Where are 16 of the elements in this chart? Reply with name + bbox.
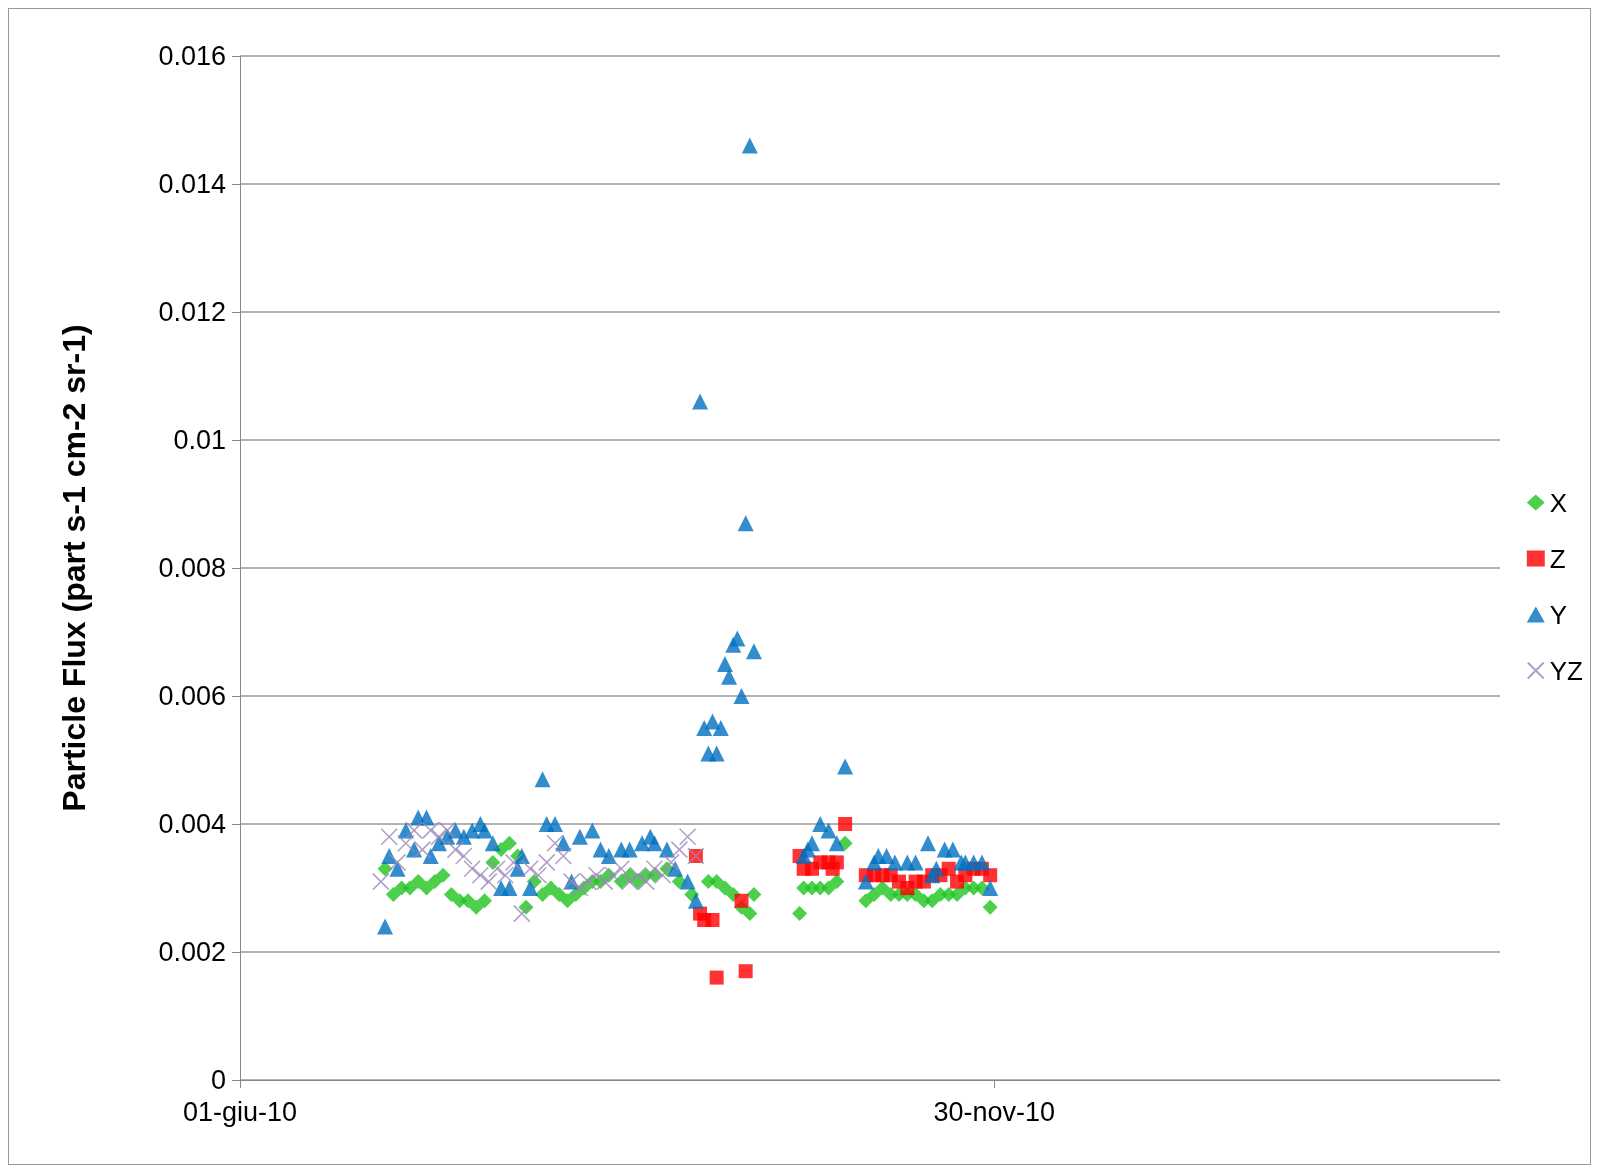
y-axis-title: Particle Flux (part s-1 cm-2 sr-1) xyxy=(56,324,92,812)
x-tick-label: 01-giu-10 xyxy=(182,1096,298,1127)
y-tick-label: 0.008 xyxy=(158,553,226,583)
legend-label: X xyxy=(1549,487,1568,518)
y-tick-label: 0.006 xyxy=(158,681,226,711)
y-tick-label: 0.012 xyxy=(158,297,226,327)
y-tick-label: 0.014 xyxy=(158,169,226,199)
y-tick-label: 0.01 xyxy=(173,425,226,455)
y-tick-label: 0.002 xyxy=(158,937,226,967)
legend-label: Z xyxy=(1549,543,1566,574)
legend-label: YZ xyxy=(1549,655,1584,686)
y-tick-label: 0.016 xyxy=(158,41,226,71)
x-tick-label: 30-nov-10 xyxy=(933,1096,1056,1127)
y-tick-label: 0.004 xyxy=(158,809,226,839)
legend-label: Y xyxy=(1549,599,1568,630)
y-tick-label: 0 xyxy=(210,1065,226,1095)
